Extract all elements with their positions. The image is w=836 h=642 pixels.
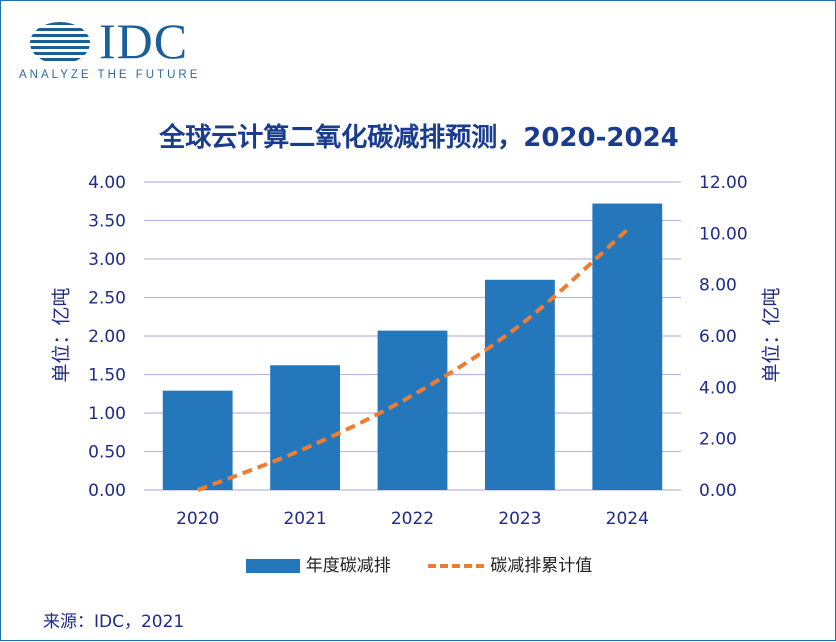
y-right-tick-label: 8.00 [699,276,737,296]
legend-item-line: 碳减排累计值 [428,551,592,576]
legend-bar-label: 年度碳减排 [305,556,391,576]
y-right-tick-label: 2.00 [699,430,737,450]
y-right-tick-label: 10.00 [699,224,748,244]
y-left-tick-label: 3.00 [88,250,126,270]
bar [484,279,555,490]
idc-logo: IDC ANALYZE THE FUTURE [19,13,209,87]
source-note: 来源：IDC，2021 [43,612,185,632]
legend-bar-swatch [245,559,300,573]
y-left-tick-label: 3.50 [88,212,126,232]
y-right-tick-label: 12.00 [699,173,748,193]
y-left-tick-label: 2.00 [88,327,126,347]
y-right-tick-label: 0.00 [699,481,737,501]
y-right-tick-label: 6.00 [699,327,737,347]
bar [270,365,341,490]
legend-line-swatch [428,564,485,568]
legend-item-bar: 年度碳减排 [245,551,391,576]
chart-title: 全球云计算二氧化碳减排预测，2020-2024 [159,123,679,153]
y-left-tick-label: 2.50 [88,289,126,309]
y-left-tick-label: 0.00 [88,481,126,501]
bar [377,330,448,490]
y-left-tick-label: 1.00 [88,404,126,424]
legend: 年度碳减排 碳减排累计值 [1,551,836,576]
x-tick-label: 2021 [283,509,326,529]
logo-tagline: ANALYZE THE FUTURE [19,69,201,81]
y-left-tick-label: 1.50 [88,366,126,386]
x-tick-label: 2023 [498,509,541,529]
x-tick-label: 2024 [606,509,649,529]
cumulative-line [196,228,629,492]
bar [592,203,663,490]
logo-word: IDC [99,13,189,69]
x-tick-label: 2022 [391,509,434,529]
y-left-tick-label: 4.00 [88,173,126,193]
bar [162,390,233,490]
y-left-tick-label: 0.50 [88,443,126,463]
y-right-tick-label: 4.00 [699,378,737,398]
legend-line-label: 碳减排累计值 [490,556,593,576]
x-tick-label: 2020 [176,509,219,529]
globe-icon [30,22,90,61]
